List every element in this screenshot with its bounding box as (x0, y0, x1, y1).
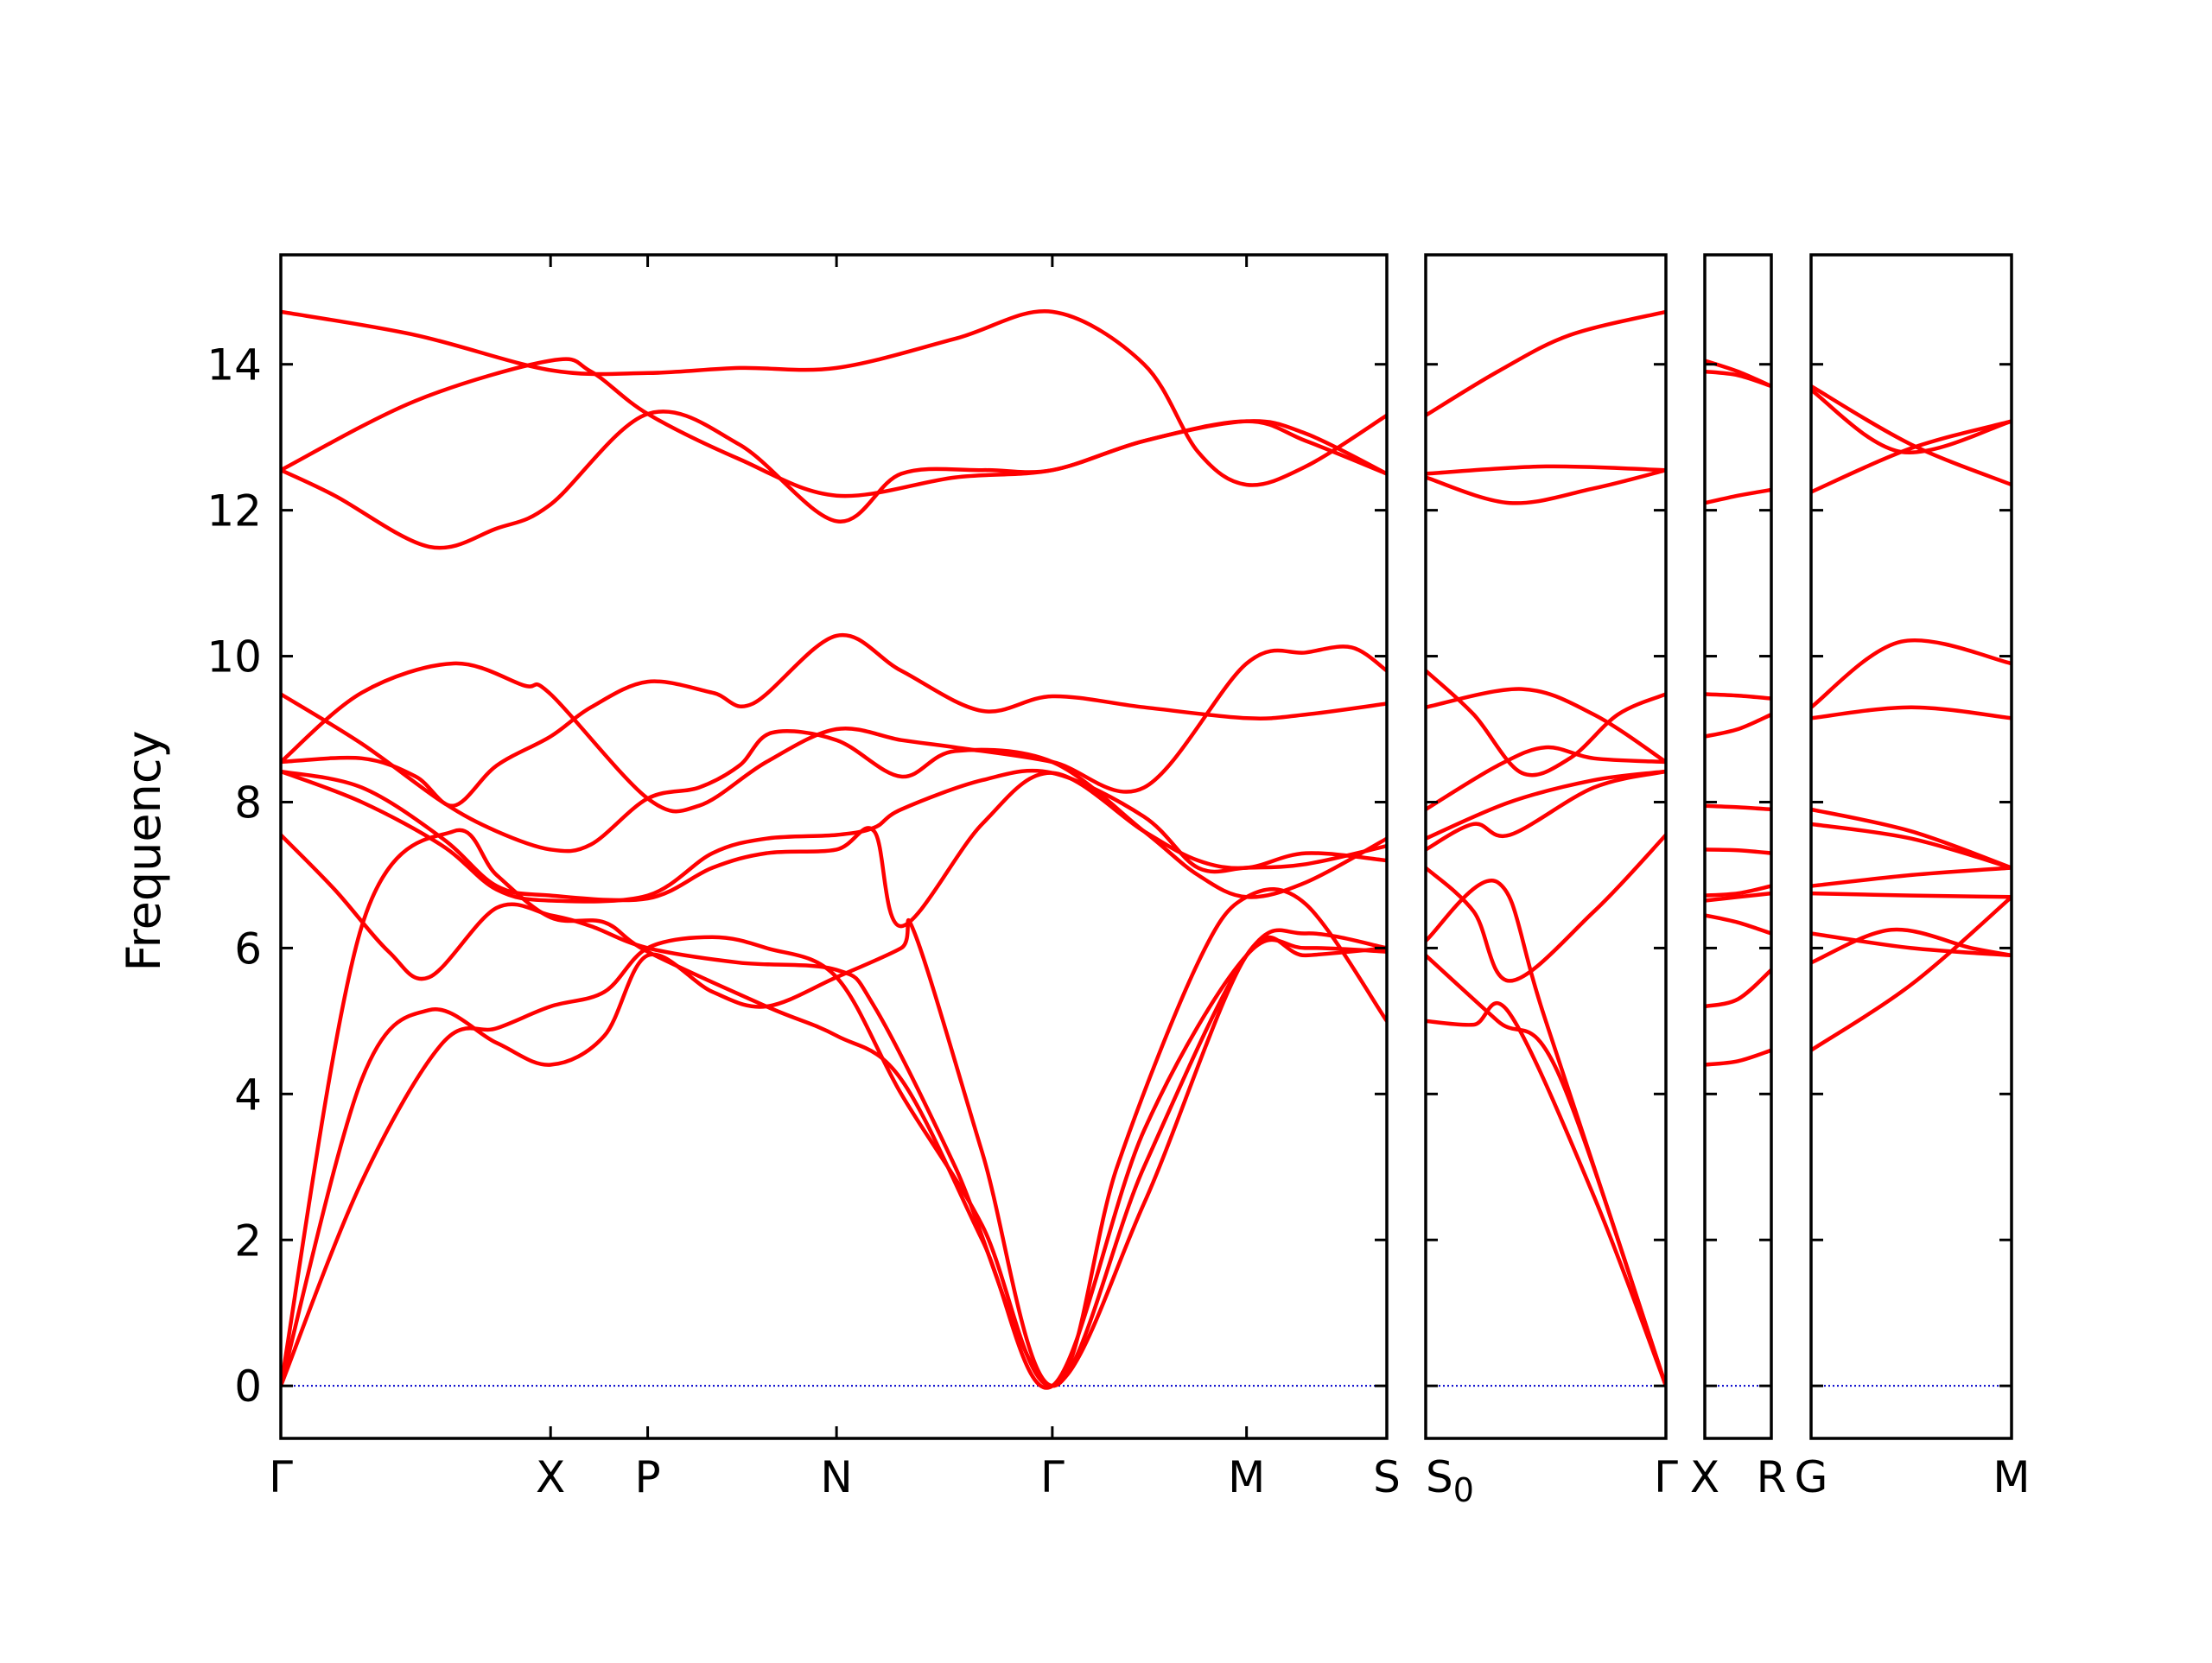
band-line-10 (1705, 968, 1771, 1009)
x-tick-label: M (1993, 1452, 2030, 1502)
band-line-8 (1705, 891, 1771, 903)
x-tick-label: Γ (1040, 1452, 1065, 1502)
y-tick-label: 6 (234, 924, 262, 974)
band-line-7 (1705, 884, 1771, 898)
band-line-8 (1811, 891, 2012, 899)
y-tick-label: 0 (234, 1362, 262, 1412)
x-tick-label: S (1373, 1452, 1401, 1502)
band-line-10 (281, 917, 1387, 1388)
band-line-11 (1426, 1000, 1666, 1388)
band-line-11 (1811, 895, 2012, 1052)
panel-frame (1703, 253, 1773, 1440)
y-tick-label: 2 (234, 1216, 262, 1266)
band-line-4 (1426, 687, 1666, 765)
x-tick-label: S0 (1426, 1452, 1474, 1509)
band-group (281, 309, 1387, 1390)
band-line-10 (1426, 953, 1666, 1388)
x-tick-label: N (820, 1452, 852, 1502)
y-axis-label: Frequency (117, 731, 171, 972)
x-tick-label: X (536, 1452, 565, 1502)
band-line-8 (281, 833, 1387, 1388)
band-line-11 (281, 935, 1387, 1388)
panel-frame (279, 253, 1389, 1440)
band-line-3 (1426, 669, 1666, 778)
band-line-3 (1705, 692, 1771, 701)
band-line-11 (1705, 1048, 1771, 1067)
x-tick-label: G (1795, 1452, 1828, 1502)
band-line-4 (281, 644, 1387, 814)
y-tick-label: 14 (207, 340, 262, 390)
x-tick-label: Γ (269, 1452, 293, 1502)
band-line-6 (1426, 769, 1666, 841)
x-tick-label: X (1690, 1452, 1719, 1502)
band-line-6 (1705, 847, 1771, 855)
band-line-2 (1705, 487, 1771, 505)
band-line-5 (1705, 803, 1771, 812)
band-line-1 (1426, 464, 1666, 476)
band-line-6 (1811, 822, 2012, 870)
x-tick-label: R (1757, 1452, 1787, 1502)
band-line-2 (1426, 467, 1666, 505)
band-line-1 (1705, 369, 1771, 389)
band-line-7 (281, 768, 1387, 904)
band-line-3 (281, 692, 1387, 899)
band-line-5 (1426, 745, 1666, 812)
band-group (1811, 384, 2012, 1052)
band-group (1426, 309, 1666, 1388)
x-tick-label: M (1228, 1452, 1265, 1502)
x-tick-label: P (635, 1452, 661, 1502)
panel-0: 0 2 4 6 8 10 12 14 Γ X P N Γ M S (207, 253, 1401, 1502)
band-group (1705, 359, 1771, 1067)
panel-frame (1424, 253, 1668, 1440)
band-line-7 (1426, 769, 1666, 852)
band-line-8 (1426, 833, 1666, 983)
panel-1: S0 Γ (1424, 253, 1678, 1509)
y-tick-label: 12 (207, 486, 262, 536)
band-line-9 (1705, 913, 1771, 936)
x-tick-label: Γ (1654, 1452, 1678, 1502)
band-line-0 (281, 309, 1387, 487)
band-line-4 (1811, 705, 2012, 720)
band-line-10 (1811, 927, 2012, 965)
band-line-4 (1705, 712, 1771, 739)
band-line-3 (1811, 638, 2012, 709)
band-line-2 (1811, 419, 2012, 494)
band-line-7 (1811, 866, 2012, 888)
band-line-2 (281, 409, 1387, 550)
panel-frame (1809, 253, 2013, 1440)
y-tick-label: 8 (234, 778, 262, 828)
y-tick-label: 4 (234, 1070, 262, 1120)
y-tick-label: 10 (207, 632, 262, 682)
band-line-9 (281, 828, 1387, 1390)
band-line-0 (1811, 384, 2012, 487)
band-line-9 (1811, 931, 2012, 958)
band-line-0 (1426, 309, 1666, 418)
band-line-5 (281, 632, 1387, 808)
